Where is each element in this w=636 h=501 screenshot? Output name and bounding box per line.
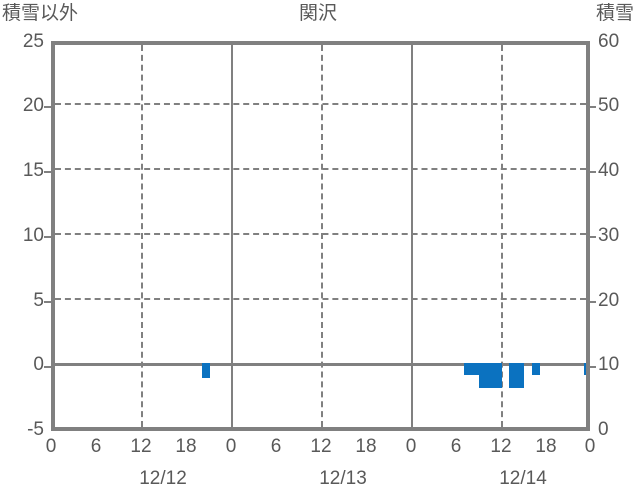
plot-inner (55, 45, 586, 427)
y-axis-left-tick-10: 10 (22, 225, 44, 246)
bar-hour-71 (584, 363, 586, 375)
gridline-horizontal (55, 233, 586, 235)
x-axis-tick-54: 6 (450, 436, 462, 457)
y-axis-right-tick-60: 60 (598, 31, 620, 52)
plot-area (51, 41, 590, 431)
y-axis-right-tick-0: 0 (598, 419, 609, 440)
y-axis-left-tickmark (44, 236, 51, 238)
x-axis-tick-18: 18 (175, 436, 197, 457)
y-axis-left-tick-20: 20 (22, 95, 44, 116)
x-axis-tick-66: 18 (535, 436, 557, 457)
x-axis-tick-0: 0 (45, 436, 57, 457)
y-axis-right-tick-30: 30 (598, 225, 620, 246)
y-axis-left-tick-5: 5 (33, 290, 44, 311)
gridline-horizontal (55, 103, 586, 105)
y-axis-left-tickmark (44, 366, 51, 368)
bar-hour-61-62 (509, 363, 524, 388)
x-axis-tick-36: 12 (310, 436, 332, 457)
bar-hour-55-56 (464, 363, 479, 375)
x-axis-tick-12: 12 (130, 436, 152, 457)
y-axis-right-tick-10: 10 (598, 354, 620, 375)
x-axis-tick-6: 6 (90, 436, 102, 457)
bar-hour-57-59 (479, 363, 502, 388)
y-axis-left-tick-25: 25 (22, 31, 44, 52)
chart-title: 関沢 (298, 3, 337, 24)
x-axis-day-label-2: 12/13 (319, 468, 367, 489)
left-axis-title: 積雪以外 (2, 3, 79, 24)
x-axis-tick-60: 12 (490, 436, 512, 457)
y-axis-left-tickmark (44, 106, 51, 108)
x-axis-tick-42: 18 (355, 436, 377, 457)
x-axis-tick-48: 0 (405, 436, 417, 457)
x-axis-day-label-1: 12/12 (139, 468, 187, 489)
zero-baseline (55, 363, 586, 366)
y-axis-right-tick-50: 50 (598, 95, 620, 116)
y-axis-left-tick-0: 0 (33, 354, 44, 375)
y-axis-left-tickmark (44, 171, 51, 173)
bar-hour-64 (532, 363, 540, 375)
y-axis-right-tickmark (589, 171, 596, 173)
y-axis-left-tickmark (44, 301, 51, 303)
gridline-vertical-dashed (141, 45, 143, 427)
gridline-vertical-dashed (321, 45, 323, 427)
x-axis-tick-72: 0 (584, 436, 596, 457)
x-axis-tick-30: 6 (270, 436, 282, 457)
gridline-horizontal (55, 298, 586, 300)
gridline-vertical-day-boundary (231, 45, 233, 427)
y-axis-right-tick-40: 40 (598, 160, 620, 181)
x-axis-tick-24: 0 (225, 436, 237, 457)
gridline-vertical-day-boundary (411, 45, 413, 427)
bar-hour-20 (202, 363, 210, 378)
y-axis-left-tick-neg5: -5 (27, 419, 44, 440)
y-axis-right-tickmark (589, 236, 596, 238)
right-axis-title: 積雪 (595, 3, 634, 24)
y-axis-left-tick-15: 15 (22, 160, 44, 181)
y-axis-right-tickmark (589, 106, 596, 108)
y-axis-right-tick-20: 20 (598, 290, 620, 311)
y-axis-right-tickmark (589, 366, 596, 368)
gridline-vertical-dashed (501, 45, 503, 427)
x-axis-day-label-3: 12/14 (499, 468, 547, 489)
y-axis-right-tickmark (589, 301, 596, 303)
gridline-horizontal (55, 168, 586, 170)
